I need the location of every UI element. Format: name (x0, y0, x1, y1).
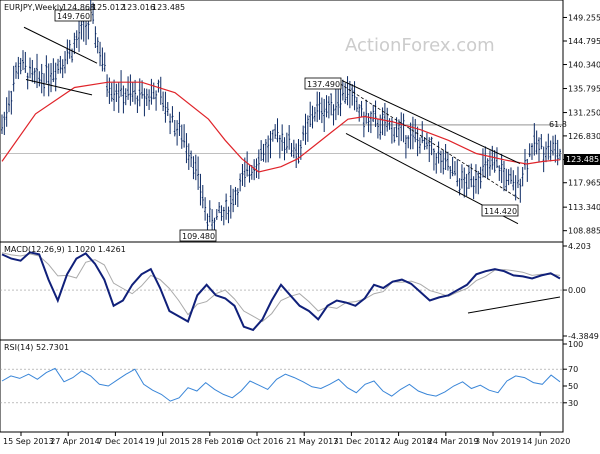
x-tick-label: 24 Mar 2019 (428, 437, 479, 446)
macd-tick-label: 0.00 (568, 286, 586, 295)
rsi-tick-label: 70 (568, 365, 578, 374)
ohlc-close: 123.485 (152, 3, 185, 12)
channel-upper-line (341, 80, 521, 164)
macd-label: MACD(12,26,9) 1.1020 1.4261 (4, 245, 126, 254)
annotation-box (304, 77, 342, 90)
macd-panel-frame (0, 241, 564, 341)
x-tick-label: 21 May 2017 (286, 437, 338, 446)
price-tick-label: 149.255 (568, 13, 600, 22)
macd-trendline (467, 296, 561, 314)
rsi-panel-frame (0, 339, 564, 433)
macd-tick-label: -4.3849 (568, 332, 599, 341)
price-tick-label: 113.340 (568, 203, 600, 212)
wedge-upper-line (23, 26, 98, 64)
x-tick-label: 31 Dec 2017 (333, 437, 384, 446)
ohlc-high: 125.012 (92, 3, 125, 12)
x-tick-label: 15 Sep 2013 (3, 437, 54, 446)
price-tick-label: 108.885 (568, 227, 600, 236)
x-tick-label: 27 Apr 2014 (50, 437, 99, 446)
x-tick-label: 7 Dec 2014 (97, 437, 143, 446)
wedge-lower-line (25, 79, 93, 96)
instrument-label: EURJPY,Weekly (4, 3, 64, 12)
price-tick-label: 144.795 (568, 37, 600, 46)
rsi-tick-label: 30 (568, 399, 578, 408)
price-tick-label: 140.340 (568, 61, 600, 70)
annotation-label: 149.760 (57, 12, 90, 21)
rsi-label: RSI(14) 52.7301 (4, 343, 69, 352)
annotation-label: 137.490 (307, 80, 340, 89)
rsi-tick-label: 100 (568, 340, 583, 349)
rsi-tick-label: 50 (568, 382, 578, 391)
price-tick-label: 126.830 (568, 132, 600, 141)
x-tick-label: 9 Oct 2016 (239, 437, 283, 446)
macd-layer (0, 251, 563, 332)
price-tick-label: 135.795 (568, 85, 600, 94)
moving-average-line (1, 81, 561, 173)
x-tick-label: 14 Jun 2020 (522, 437, 570, 446)
macd-line (1, 251, 561, 332)
macd-signal-line (1, 252, 561, 323)
x-tick-label: 12 Aug 2018 (381, 437, 432, 446)
x-tick-label: 28 Feb 2016 (192, 437, 242, 446)
annotation-box (481, 204, 519, 217)
channel-mid-dashed-line (339, 83, 521, 200)
price-panel-frame (0, 0, 564, 243)
annotation-box (179, 229, 217, 242)
current-price-box (564, 154, 600, 165)
price-layer: 149.760 109.480 137.490 114.420 (0, 0, 563, 242)
fib-label: 61.8 (549, 120, 567, 129)
ohlc-low: 123.016 (122, 3, 155, 12)
x-tick-label: 19 Jul 2015 (145, 437, 190, 446)
price-tick-label: 131.250 (568, 109, 600, 118)
macd-tick-label: 4.203 (568, 242, 591, 251)
rsi-line (1, 367, 561, 402)
current-price-label: 123.485 (566, 155, 599, 164)
x-tick-label: 3 Nov 2019 (475, 437, 521, 446)
annotation-box (54, 9, 92, 22)
watermark: ActionForex.com (345, 35, 495, 56)
axis-layer: 149.255 144.795 140.340 135.795 131.250 126.8… (3, 13, 600, 446)
price-tick-label: 117.965 (568, 179, 600, 188)
ohlc-open: 124.868 (62, 3, 95, 12)
annotation-label: 114.420 (484, 207, 517, 216)
rsi-layer (0, 367, 563, 404)
annotation-label: 109.480 (182, 232, 215, 241)
